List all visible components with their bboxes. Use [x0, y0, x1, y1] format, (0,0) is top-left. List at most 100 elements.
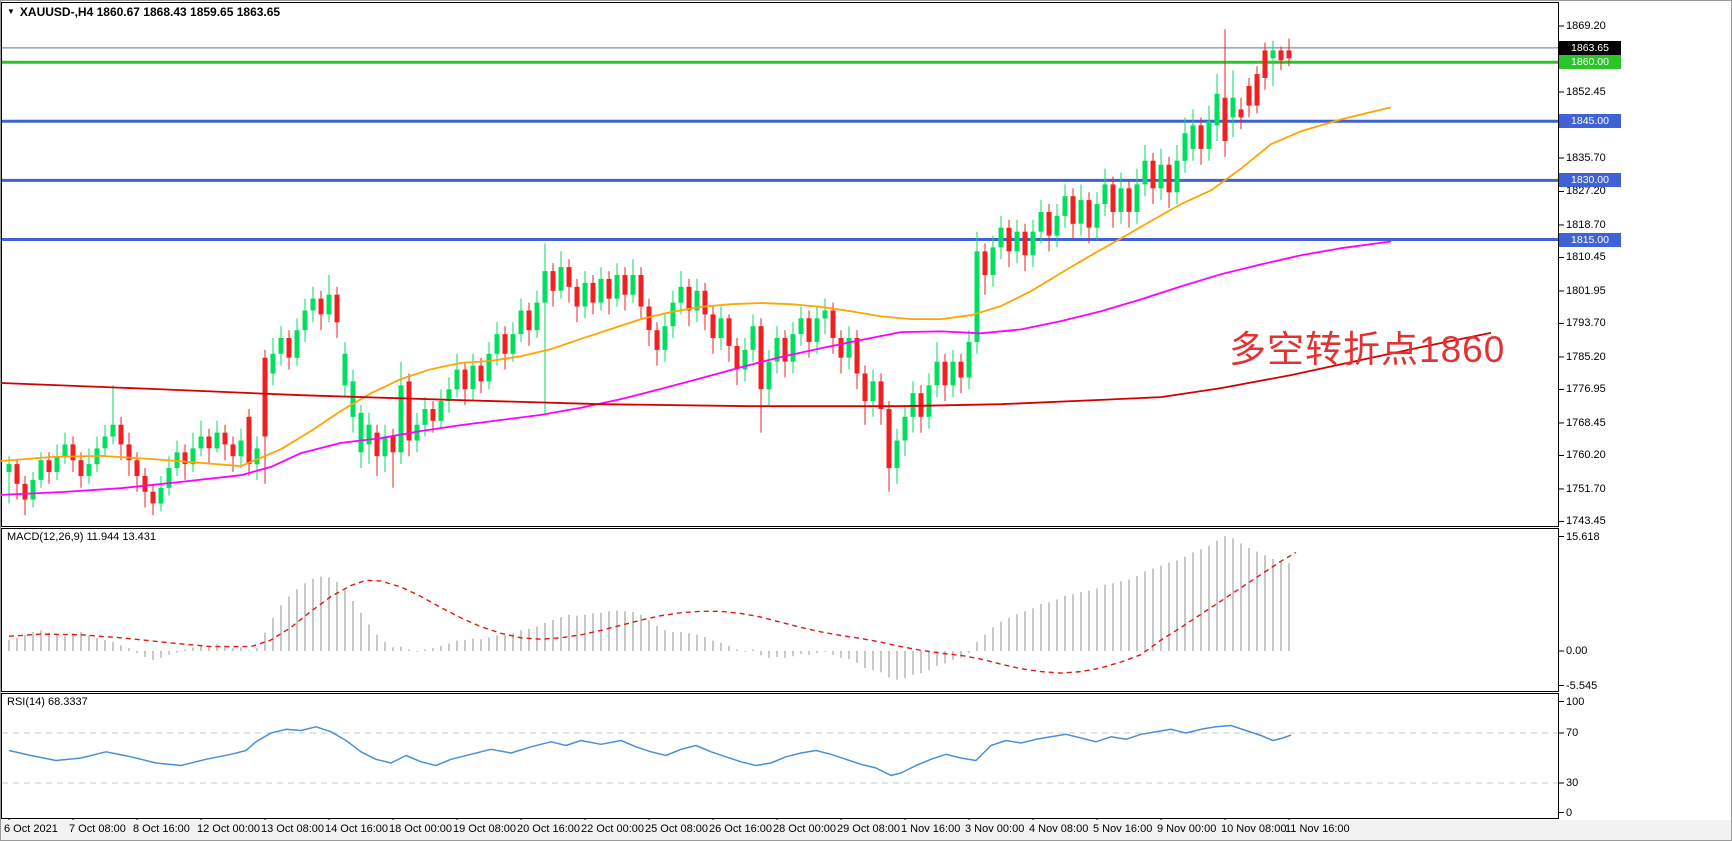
- candle-body: [510, 334, 516, 354]
- symbol-ohlc-text: XAUUSD-,H4 1860.67 1868.43 1859.65 1863.…: [19, 5, 281, 19]
- candle-body: [830, 310, 836, 339]
- candle-body: [926, 385, 932, 417]
- candle-body: [14, 464, 20, 484]
- candle-body: [630, 275, 636, 295]
- candle-body: [422, 409, 428, 425]
- time-axis-label: 7 Oct 08:00: [69, 823, 126, 835]
- macd-indicator-label: MACD(12,26,9) 11.944 13.431: [7, 531, 156, 543]
- candle-body: [742, 349, 748, 370]
- candle-body: [1142, 160, 1148, 185]
- candle-body: [30, 479, 36, 500]
- candle-body: [70, 444, 76, 461]
- candle-body: [1286, 50, 1292, 59]
- candle-body: [158, 487, 164, 504]
- rsi-tick-label: 30: [1566, 777, 1579, 789]
- time-axis-label: 18 Oct 00:00: [389, 823, 452, 835]
- candle-body: [454, 369, 460, 390]
- candle-body: [334, 294, 340, 323]
- candle-body: [670, 302, 676, 327]
- candle-body: [1030, 231, 1036, 256]
- time-axis-label: 19 Oct 08:00: [453, 823, 516, 835]
- candle-body: [398, 385, 404, 453]
- candle-body: [54, 456, 60, 472]
- candle-body: [142, 475, 148, 492]
- price-tick-label: 1810.45: [1566, 251, 1606, 264]
- time-axis-label: 9 Nov 00:00: [1157, 823, 1217, 835]
- candle-body: [38, 460, 44, 480]
- candle-body: [1238, 109, 1244, 118]
- price-tick-label: 1776.95: [1566, 383, 1606, 396]
- candle-body: [662, 326, 668, 350]
- candle-body: [702, 290, 708, 315]
- candle-body: [254, 448, 260, 465]
- candle-body: [726, 318, 732, 346]
- rsi-panel[interactable]: [1, 693, 1559, 819]
- candle-body: [646, 306, 652, 331]
- candle-body: [1206, 121, 1212, 149]
- time-axis-label: 6 Oct 2021: [4, 823, 58, 835]
- ma-mid-magenta: [1, 240, 1392, 496]
- candle-body: [1006, 227, 1012, 252]
- candle-body: [710, 314, 716, 338]
- time-axis-label: 8 Oct 16:00: [133, 823, 190, 835]
- price-tick-label: 1852.45: [1566, 85, 1606, 98]
- price-tick-label: 1768.45: [1566, 416, 1606, 429]
- candle-body: [558, 267, 564, 291]
- candle-body: [734, 345, 740, 370]
- candle-body: [1222, 97, 1228, 141]
- candle-body: [374, 432, 380, 457]
- macd-tick-label: 15.618: [1566, 530, 1600, 543]
- candle-body: [182, 452, 188, 465]
- time-axis-label: 29 Oct 08:00: [837, 823, 900, 835]
- candle-body: [1118, 188, 1124, 212]
- candle-body: [694, 290, 700, 311]
- candle-body: [870, 381, 876, 402]
- candle-body: [902, 416, 908, 441]
- candle-body: [286, 338, 292, 358]
- candle-body: [822, 310, 828, 319]
- candle-body: [198, 436, 204, 449]
- price-badge-1830.00: 1830.00: [1559, 173, 1621, 188]
- candle-body: [1190, 125, 1196, 149]
- price-tick-label: 1818.70: [1566, 218, 1606, 231]
- time-axis-strip[interactable]: [1, 820, 1731, 840]
- macd-panel[interactable]: [1, 528, 1559, 692]
- candle-body: [62, 444, 68, 457]
- rsi-tick-label: 70: [1566, 727, 1579, 739]
- candle-body: [278, 338, 284, 354]
- main-panel[interactable]: [1, 2, 1559, 527]
- candle-body: [1038, 212, 1044, 232]
- rsi-tick-label: 0: [1566, 806, 1573, 819]
- candle-body: [550, 271, 556, 291]
- candle-body: [494, 334, 500, 354]
- candle-body: [110, 424, 116, 437]
- candle-body: [854, 338, 860, 374]
- candle-body: [606, 278, 612, 299]
- candle-body: [566, 267, 572, 287]
- time-axis-label: 13 Oct 08:00: [261, 823, 324, 835]
- candle-body: [470, 365, 476, 390]
- candle-body: [382, 436, 388, 457]
- time-axis-label: 10 Nov 08:00: [1221, 823, 1287, 835]
- candle-body: [22, 483, 28, 500]
- candle-body: [1078, 200, 1084, 224]
- candle-body: [862, 373, 868, 402]
- candle-body: [6, 464, 12, 472]
- price-tick-label: 1835.70: [1566, 151, 1606, 164]
- time-axis-label: 22 Oct 00:00: [581, 823, 644, 835]
- candle-body: [526, 310, 532, 331]
- chevron-down-icon[interactable]: ▼: [7, 7, 15, 16]
- candle-body: [406, 381, 412, 441]
- candle-body: [350, 381, 356, 417]
- candle-body: [126, 444, 132, 461]
- time-axis-label: 5 Nov 16:00: [1093, 823, 1153, 835]
- chinese-annotation-text: 多空转折点1860: [1229, 329, 1506, 370]
- candle-body: [750, 326, 756, 350]
- candle-body: [358, 412, 364, 453]
- macd-tick-label: 0.00: [1566, 645, 1588, 657]
- candle-body: [190, 448, 196, 465]
- candle-body: [78, 460, 84, 476]
- time-axis-label: 11 Nov 16:00: [1285, 823, 1350, 835]
